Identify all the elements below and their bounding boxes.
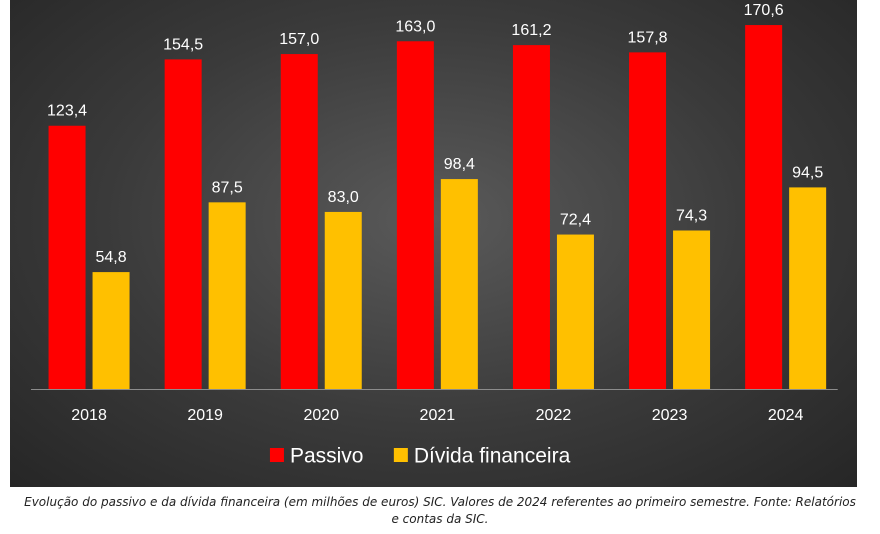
x-tick-label: 2018	[71, 407, 107, 424]
bar	[556, 234, 594, 389]
bar	[396, 41, 434, 390]
data-label: 87,5	[212, 179, 243, 196]
bar	[208, 202, 246, 389]
x-tick-label: 2023	[652, 407, 688, 424]
data-label: 94,5	[792, 164, 823, 181]
x-tick-label: 2019	[187, 407, 223, 424]
data-label: 54,8	[95, 249, 126, 266]
data-label: 163,0	[395, 18, 435, 35]
data-label: 154,5	[163, 36, 203, 53]
x-tick-label: 2024	[768, 407, 804, 424]
bar	[324, 211, 362, 389]
figure-caption: Evolução do passivo e da dívida financei…	[24, 495, 856, 526]
bar	[745, 25, 783, 389]
bar	[512, 45, 550, 390]
bar	[164, 59, 202, 390]
x-tick-label: 2021	[420, 407, 456, 424]
legend-label: Passivo	[290, 445, 364, 468]
bar	[48, 125, 86, 389]
bar	[280, 54, 318, 390]
x-tick-label: 2020	[303, 407, 339, 424]
data-label: 98,4	[444, 156, 475, 173]
data-label: 157,8	[628, 29, 668, 46]
legend-swatch	[393, 448, 408, 462]
data-label: 72,4	[560, 212, 591, 229]
bar	[440, 179, 478, 389]
legend-label: Dívida financeira	[414, 445, 571, 468]
data-label: 161,2	[511, 22, 551, 39]
bar	[789, 187, 827, 389]
data-label: 74,3	[676, 207, 707, 224]
chart-panel: 123,4 54,8 2018 154,5 87,5 2019 157,0 83,0 2020 1…	[10, 0, 857, 487]
data-label: 157,0	[279, 31, 319, 48]
bar-chart: 123,4 54,8 2018 154,5 87,5 2019 157,0 83,0 2020 1…	[31, 2, 838, 468]
data-label: 83,0	[328, 189, 359, 206]
legend-swatch	[269, 448, 284, 462]
data-label: 123,4	[47, 103, 87, 120]
data-label: 170,6	[744, 2, 784, 19]
x-tick-label: 2022	[536, 407, 572, 424]
bar	[629, 52, 667, 390]
bar	[673, 230, 711, 389]
bar	[92, 272, 130, 389]
